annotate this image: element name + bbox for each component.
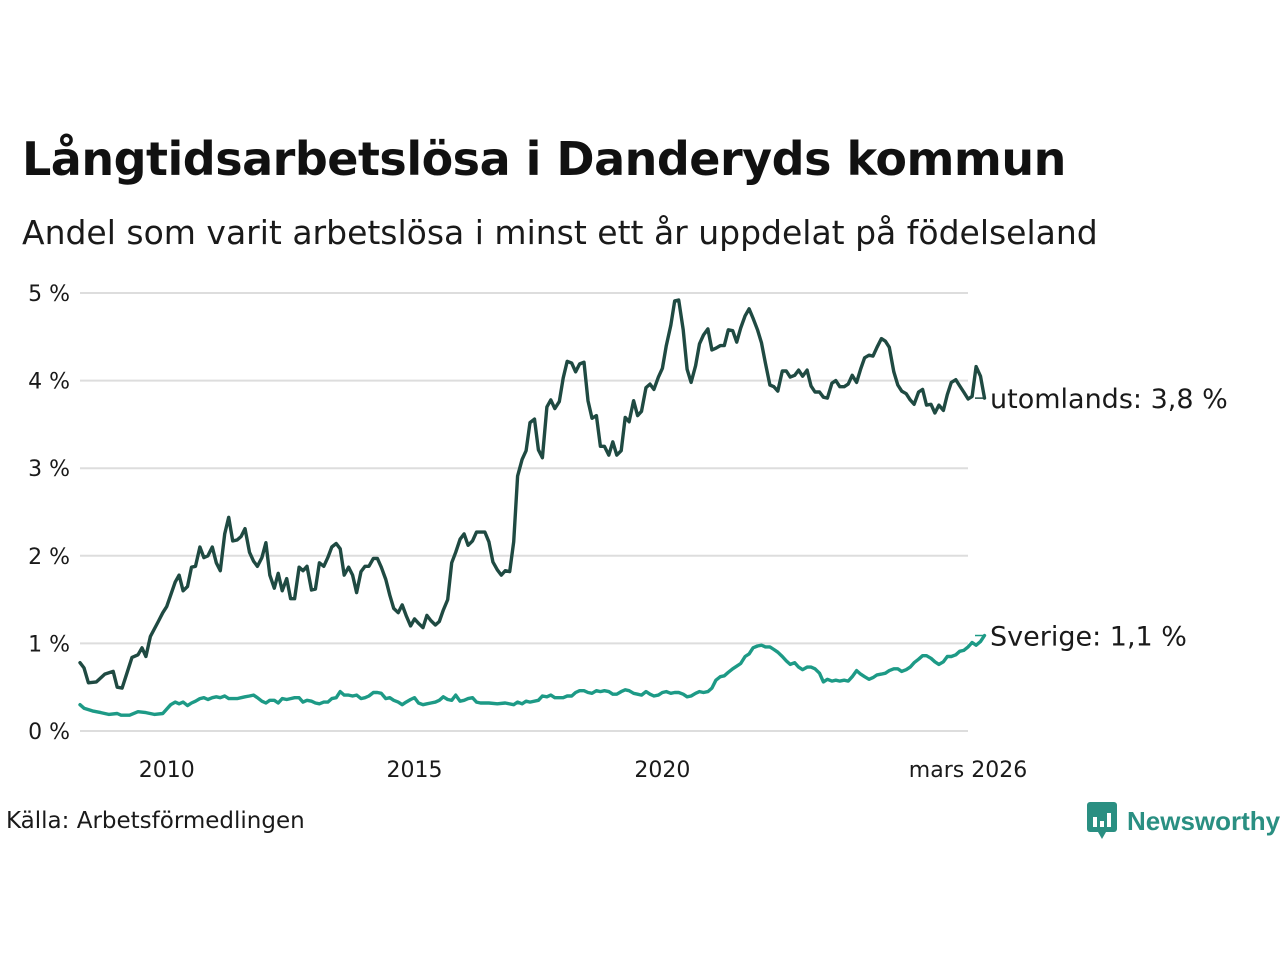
end-label-sverige: Sverige: 1,1 % (990, 622, 1187, 653)
y-tick-label: 0 % (28, 720, 70, 745)
chart-subtitle: Andel som varit arbetslösa i minst ett å… (22, 213, 1098, 252)
series-lines (78, 298, 987, 717)
y-tick-label: 5 % (28, 282, 70, 307)
newsworthy-logo: Newsworthy (1087, 802, 1280, 840)
y-tick-label: 4 % (28, 370, 70, 395)
series-end-labels: utomlands: 3,8 % Sverige: 1,1 % (975, 384, 1228, 653)
x-tick-label: mars 2026 (909, 758, 1027, 783)
x-axis-tick-labels: 2010 2015 2020 mars 2026 (139, 758, 1027, 783)
end-label-utomlands: utomlands: 3,8 % (990, 384, 1228, 415)
series-line-utomlands (78, 298, 987, 690)
x-tick-label: 2020 (634, 758, 690, 783)
y-axis-tick-labels: 0 % 1 % 2 % 3 % 4 % 5 % (28, 282, 70, 745)
newsworthy-logo-icon (1087, 802, 1117, 839)
chart-title: Långtidsarbetslösa i Danderyds kommun (22, 132, 1066, 186)
x-tick-label: 2015 (387, 758, 443, 783)
source-note: Källa: Arbetsförmedlingen (6, 808, 305, 834)
y-tick-label: 3 % (28, 457, 70, 482)
x-tick-label: 2010 (139, 758, 195, 783)
y-tick-label: 1 % (28, 632, 70, 657)
gridlines (80, 292, 968, 732)
brand-name: Newsworthy (1127, 805, 1280, 836)
series-line-sverige (78, 633, 987, 717)
y-tick-label: 2 % (28, 545, 70, 570)
